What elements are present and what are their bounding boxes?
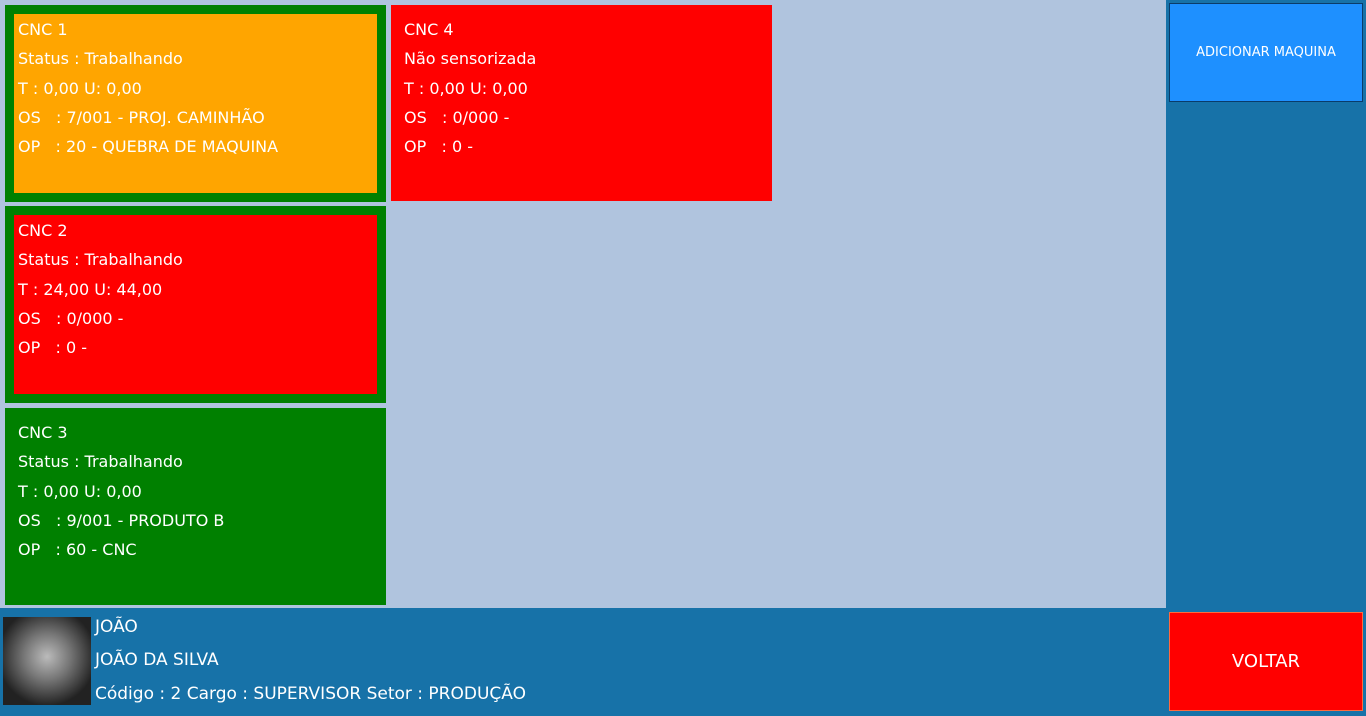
user-details: Código : 2 Cargo : SUPERVISOR Setor : PR… [95,684,526,704]
user-name: JOÃO DA SILVA [95,650,219,670]
machine-card[interactable]: CNC 4 Não sensorizada T : 0,00 U: 0,00 OS :… [391,5,772,201]
machine-card[interactable]: CNC 3 Status : Trabalhando T : 0,00 U: 0,0… [5,408,386,605]
card-status: Status : Trabalhando [18,49,183,69]
card-op: OP : 20 - QUEBRA DE MAQUINA [18,137,279,157]
card-name: CNC 4 [404,20,454,39]
back-button[interactable]: VOLTAR [1169,612,1363,711]
card-readings: T : 0,00 U: 0,00 [404,78,528,98]
card-body: CNC 4 Não sensorizada T : 0,00 U: 0,00 OS :… [391,5,772,201]
user-login: JOÃO [95,617,138,637]
card-status: Não sensorizada [404,49,537,69]
card-name: CNC 3 [18,423,68,442]
card-name: CNC 2 [18,221,68,240]
card-readings: T : 24,00 U: 44,00 [18,279,163,299]
card-op: OP : 60 - CNC [18,540,137,560]
card-status: Status : Trabalhando [18,250,183,270]
card-os: OS : 7/001 - PROJ. CAMINHÃO [18,107,265,127]
card-name: CNC 1 [18,20,68,39]
card-op: OP : 0 - [404,137,474,157]
card-os: OS : 0/000 - [404,107,510,127]
machine-area: CNC 1 Status : Trabalhando T : 0,00 U: 0,0… [0,0,1166,608]
card-readings: T : 0,00 U: 0,00 [18,481,142,501]
card-body: CNC 2 Status : Trabalhando T : 24,00 U: 44… [14,215,377,394]
machine-card[interactable]: CNC 2 Status : Trabalhando T : 24,00 U: 44… [5,206,386,403]
user-photo [3,617,91,705]
machine-card[interactable]: CNC 1 Status : Trabalhando T : 0,00 U: 0,0… [5,5,386,202]
card-os: OS : 0/000 - [18,308,124,328]
add-machine-button[interactable]: ADICIONAR MAQUINA [1169,3,1363,102]
card-readings: T : 0,00 U: 0,00 [18,78,142,98]
card-os: OS : 9/001 - PRODUTO B [18,510,225,530]
card-body: CNC 1 Status : Trabalhando T : 0,00 U: 0,0… [14,14,377,193]
card-op: OP : 0 - [18,338,88,358]
card-status: Status : Trabalhando [18,452,183,472]
card-body: CNC 3 Status : Trabalhando T : 0,00 U: 0,0… [5,408,386,605]
